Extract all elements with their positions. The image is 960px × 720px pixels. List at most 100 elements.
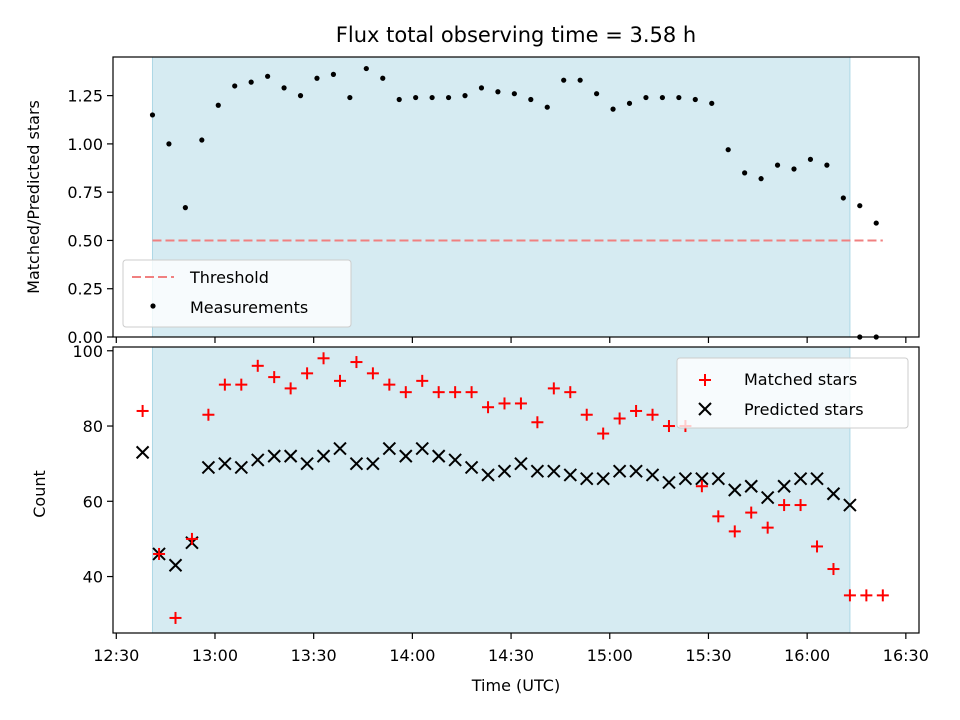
measurement-point <box>840 195 846 201</box>
matched-star-point <box>498 397 511 410</box>
matched-star-point <box>745 506 758 519</box>
measurement-point <box>478 85 485 91</box>
measurement-point <box>610 106 616 112</box>
predicted-star-point <box>399 449 413 463</box>
matched-star-point <box>531 416 544 429</box>
x-tick-label: 14:30 <box>488 646 534 665</box>
x-tick-label: 12:30 <box>93 646 139 665</box>
matched-star-point <box>284 382 297 395</box>
predicted-star-point <box>234 460 249 475</box>
measurement-point <box>544 104 550 110</box>
matched-star-point <box>383 378 396 391</box>
top-legend: Threshold Measurements <box>122 259 352 328</box>
top-x-ticks <box>115 337 907 343</box>
predicted-star-point <box>563 468 577 482</box>
predicted-star-point <box>349 456 364 471</box>
matched-star-point <box>449 386 462 399</box>
measurement-point <box>742 170 748 176</box>
x-tick-label: 16:30 <box>883 646 929 665</box>
predicted-star-point <box>596 472 610 486</box>
matched-star-point <box>251 359 264 372</box>
matched-star-point <box>465 386 478 399</box>
predicted-star-point <box>168 558 183 572</box>
measurement-point <box>594 91 600 97</box>
predicted-star-point <box>662 475 676 490</box>
predicted-star-point <box>283 449 298 463</box>
predicted-star-point <box>695 472 709 486</box>
predicted-star-point <box>629 464 643 478</box>
predicted-star-point <box>201 460 216 475</box>
predicted-star-point <box>678 472 693 486</box>
matched-star-point <box>153 547 166 560</box>
measurement-point <box>281 85 287 91</box>
predicted-star-point <box>777 479 791 493</box>
matched-star-point <box>350 356 363 369</box>
predicted-star-point <box>514 456 528 471</box>
measurement-point <box>347 94 353 101</box>
measurement-point <box>429 94 435 101</box>
predicted-star-point <box>744 479 758 493</box>
matched-star-point <box>712 510 725 523</box>
measurement-point <box>248 79 254 85</box>
predicted-star-point <box>135 445 150 460</box>
measurement-point <box>199 137 205 143</box>
chart-title: Flux total observing time = 3.58 h <box>336 23 696 47</box>
matched-stars-points <box>136 352 889 624</box>
top-plot-frame <box>112 56 920 338</box>
legend-matched-swatch <box>699 374 711 386</box>
matched-star-point <box>218 378 231 391</box>
matched-star-point <box>547 382 560 395</box>
matched-star-point <box>202 408 215 421</box>
bottom-y-tick-label: 80 <box>83 417 103 436</box>
matched-star-point <box>301 367 314 380</box>
matched-star-point <box>432 386 445 399</box>
matched-star-point <box>235 378 248 391</box>
predicted-star-point <box>793 472 808 486</box>
top-y-tick-label: 1.00 <box>67 135 103 154</box>
bottom-y-ticks: 40 60 80 100 <box>72 342 113 587</box>
x-tick-label: 15:00 <box>587 646 633 665</box>
predicted-star-point <box>530 464 545 478</box>
predicted-star-point <box>218 456 232 471</box>
top-y-tick-label: 0.00 <box>67 328 103 347</box>
matched-star-point <box>860 589 873 602</box>
predicted-star-point <box>711 472 726 486</box>
predicted-star-point <box>316 449 331 463</box>
x-tick-label: 14:00 <box>389 646 435 665</box>
predicted-star-point <box>481 468 495 482</box>
measurement-point <box>758 176 764 182</box>
matched-star-point <box>136 404 149 417</box>
measurement-point <box>659 94 665 101</box>
matched-star-point <box>761 521 774 534</box>
x-axis-label: Time (UTC) <box>471 676 560 695</box>
bottom-panel: 40 60 80 100 12:30 13:00 13:30 14:00 14:30 15:00… <box>30 342 929 695</box>
measurement-point <box>166 141 172 147</box>
predicted-star-point <box>251 453 265 467</box>
predicted-star-point <box>431 449 446 463</box>
bottom-y-tick-label: 60 <box>83 492 103 511</box>
matched-star-point <box>268 371 281 384</box>
x-tick-label: 15:30 <box>685 646 731 665</box>
measurement-point <box>643 94 649 101</box>
matched-star-point <box>728 525 741 538</box>
predicted-star-point <box>547 464 561 478</box>
measurement-point <box>577 77 583 83</box>
measurement-point <box>725 147 731 153</box>
measurement-point <box>363 65 369 72</box>
measurement-point <box>824 162 830 168</box>
predicted-star-point <box>826 487 841 501</box>
predicted-star-point <box>728 483 742 497</box>
matched-star-point <box>366 367 379 380</box>
matched-star-point <box>416 374 429 387</box>
predicted-star-point <box>366 456 380 471</box>
measurement-point <box>330 71 337 77</box>
matched-star-point <box>317 352 330 365</box>
top-y-tick-label: 0.25 <box>67 280 103 299</box>
legend-threshold-label: Threshold <box>189 268 269 287</box>
measurement-point <box>807 156 814 162</box>
x-tick-label: 13:00 <box>192 646 238 665</box>
matched-star-point <box>630 404 643 417</box>
bottom-y-tick-label: 40 <box>83 568 103 587</box>
legend-matched-label: Matched stars <box>744 370 857 389</box>
matched-star-point <box>333 374 346 387</box>
